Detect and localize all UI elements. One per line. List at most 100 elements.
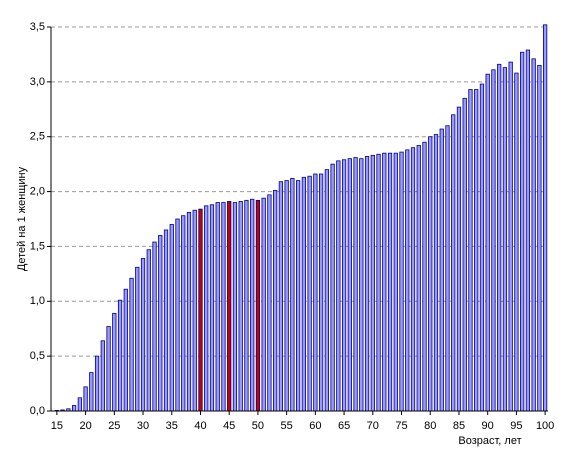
bar bbox=[364, 156, 370, 412]
x-tick-label: 40 bbox=[194, 420, 206, 432]
x-axis-label: Возраст, лет bbox=[458, 435, 521, 447]
bar bbox=[146, 249, 151, 412]
x-tick-label: 55 bbox=[281, 420, 293, 432]
bar bbox=[525, 49, 531, 412]
bar bbox=[376, 153, 381, 412]
bar bbox=[410, 147, 416, 412]
bar bbox=[491, 69, 496, 412]
x-tick-label: 35 bbox=[166, 420, 178, 432]
bar bbox=[474, 89, 479, 412]
bar bbox=[313, 173, 318, 412]
bar bbox=[186, 212, 192, 412]
bar bbox=[273, 190, 278, 412]
bar bbox=[531, 58, 536, 412]
y-axis-label: Детей на 1 женщину bbox=[16, 166, 28, 271]
x-tick-label: 30 bbox=[137, 420, 149, 432]
bar bbox=[284, 180, 289, 412]
bar bbox=[278, 181, 284, 412]
y-tick-label: 3,0 bbox=[30, 76, 45, 88]
bar bbox=[255, 199, 261, 412]
bar bbox=[209, 204, 215, 412]
bar bbox=[428, 136, 433, 412]
bar bbox=[445, 125, 450, 412]
bar bbox=[198, 208, 203, 412]
x-tick-label: 80 bbox=[424, 420, 436, 432]
bar bbox=[238, 201, 243, 412]
bar bbox=[468, 89, 473, 412]
bar bbox=[204, 205, 209, 412]
bar bbox=[135, 266, 140, 412]
x-tick-label: 60 bbox=[309, 420, 321, 432]
bar bbox=[232, 202, 238, 412]
bar bbox=[514, 72, 519, 412]
bar bbox=[290, 178, 295, 412]
x-tick-label: 25 bbox=[108, 420, 120, 432]
x-tick-label: 45 bbox=[223, 420, 235, 432]
bar bbox=[451, 114, 456, 412]
bar bbox=[221, 202, 226, 412]
y-tick-label: 0,5 bbox=[30, 350, 45, 362]
bar bbox=[112, 312, 117, 412]
bar bbox=[163, 229, 169, 412]
bar bbox=[543, 24, 548, 412]
bar bbox=[106, 326, 111, 412]
bar bbox=[129, 277, 134, 412]
bar bbox=[318, 173, 324, 412]
bar bbox=[359, 158, 364, 412]
bar bbox=[439, 128, 444, 412]
y-tick-label: 0,0 bbox=[30, 405, 45, 417]
bar bbox=[508, 61, 513, 412]
bar bbox=[307, 175, 312, 412]
y-tick-label: 2,0 bbox=[30, 185, 45, 197]
bar bbox=[267, 194, 272, 412]
bar bbox=[497, 63, 502, 412]
bar bbox=[382, 152, 387, 412]
bar bbox=[296, 180, 301, 412]
bar bbox=[83, 386, 88, 412]
bar bbox=[422, 141, 427, 412]
y-tick-label: 1,0 bbox=[30, 295, 45, 307]
bar bbox=[227, 201, 232, 412]
bar bbox=[244, 199, 249, 412]
bar bbox=[387, 152, 393, 412]
bar bbox=[347, 158, 352, 412]
bar bbox=[71, 405, 77, 412]
x-tick-label: 15 bbox=[51, 420, 63, 432]
bar bbox=[353, 157, 358, 412]
bar bbox=[140, 258, 146, 412]
bar bbox=[341, 159, 347, 412]
x-tick-label: 85 bbox=[453, 420, 465, 432]
bar bbox=[123, 288, 128, 412]
bar bbox=[77, 397, 82, 412]
bar bbox=[520, 51, 525, 412]
x-tick-label: 50 bbox=[252, 420, 264, 432]
bar bbox=[416, 145, 421, 412]
bar bbox=[89, 372, 94, 412]
bar bbox=[250, 198, 255, 412]
y-tick-label: 1,5 bbox=[30, 240, 45, 252]
bar bbox=[117, 299, 123, 412]
x-tick-label: 95 bbox=[510, 420, 522, 432]
bar bbox=[433, 134, 439, 412]
bar bbox=[324, 169, 329, 412]
bar bbox=[502, 67, 508, 412]
bar bbox=[215, 202, 220, 412]
bar bbox=[485, 73, 490, 412]
bar bbox=[405, 149, 410, 412]
bar bbox=[192, 209, 197, 412]
bar bbox=[169, 224, 174, 412]
bar bbox=[152, 241, 157, 412]
bar bbox=[399, 151, 404, 412]
bar bbox=[261, 197, 266, 412]
x-tick-label: 70 bbox=[367, 420, 379, 432]
bar bbox=[456, 106, 462, 412]
bar bbox=[158, 235, 163, 412]
bar bbox=[370, 154, 375, 412]
x-tick-label: 20 bbox=[79, 420, 91, 432]
bar bbox=[336, 160, 341, 412]
bar bbox=[94, 355, 100, 412]
bar bbox=[175, 218, 180, 412]
bar bbox=[479, 83, 485, 412]
bar bbox=[301, 176, 306, 412]
